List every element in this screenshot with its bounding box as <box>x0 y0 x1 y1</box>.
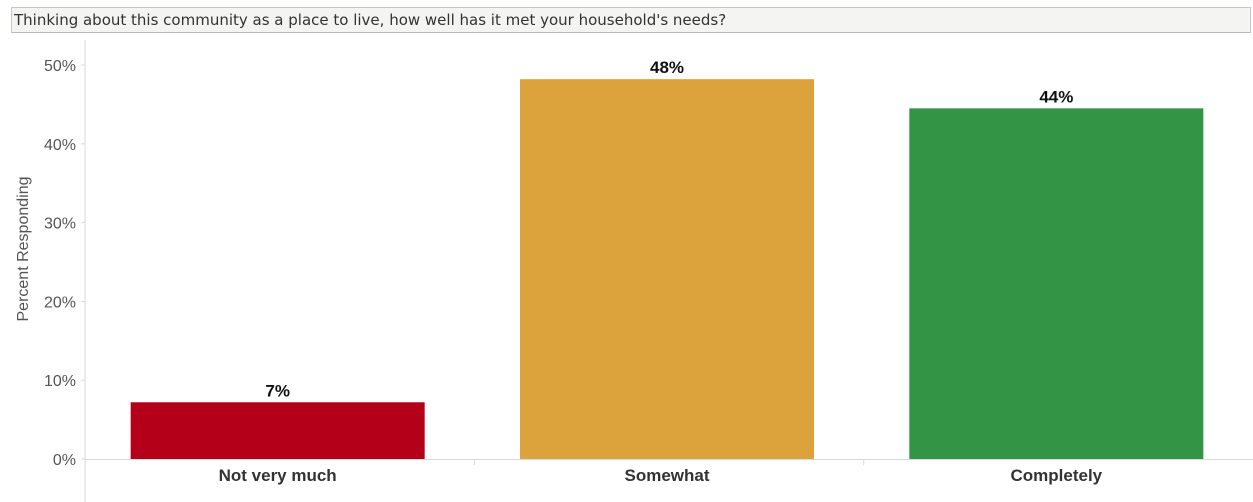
y-tick-label: 50% <box>44 58 76 75</box>
y-axis-label: Percent Responding <box>15 177 32 322</box>
y-tick-label: 40% <box>44 137 76 154</box>
y-tick-label: 30% <box>44 216 76 233</box>
y-tick-label: 10% <box>44 373 76 390</box>
bars <box>130 79 1204 460</box>
x-category-label: Somewhat <box>624 466 709 485</box>
data-label: 7% <box>265 381 290 400</box>
labels: 7% Not very much 48% Somewhat 44% Completely <box>219 58 1103 485</box>
bar-0 <box>130 402 425 459</box>
bar-2 <box>909 108 1204 459</box>
chart-title: Thinking about this community as a place… <box>14 11 727 29</box>
y-tick-label: 20% <box>44 294 76 311</box>
data-label: 44% <box>1039 87 1073 106</box>
y-tick-label: 0% <box>53 452 76 469</box>
chart-title-bar: Thinking about this community as a place… <box>11 7 1251 33</box>
data-label: 48% <box>650 58 684 77</box>
x-category-label: Completely <box>1011 466 1103 485</box>
x-category-label: Not very much <box>219 466 337 485</box>
bar-1 <box>520 79 814 460</box>
axes: 0% 10% 20% 30% 40% 50% <box>44 40 1253 502</box>
